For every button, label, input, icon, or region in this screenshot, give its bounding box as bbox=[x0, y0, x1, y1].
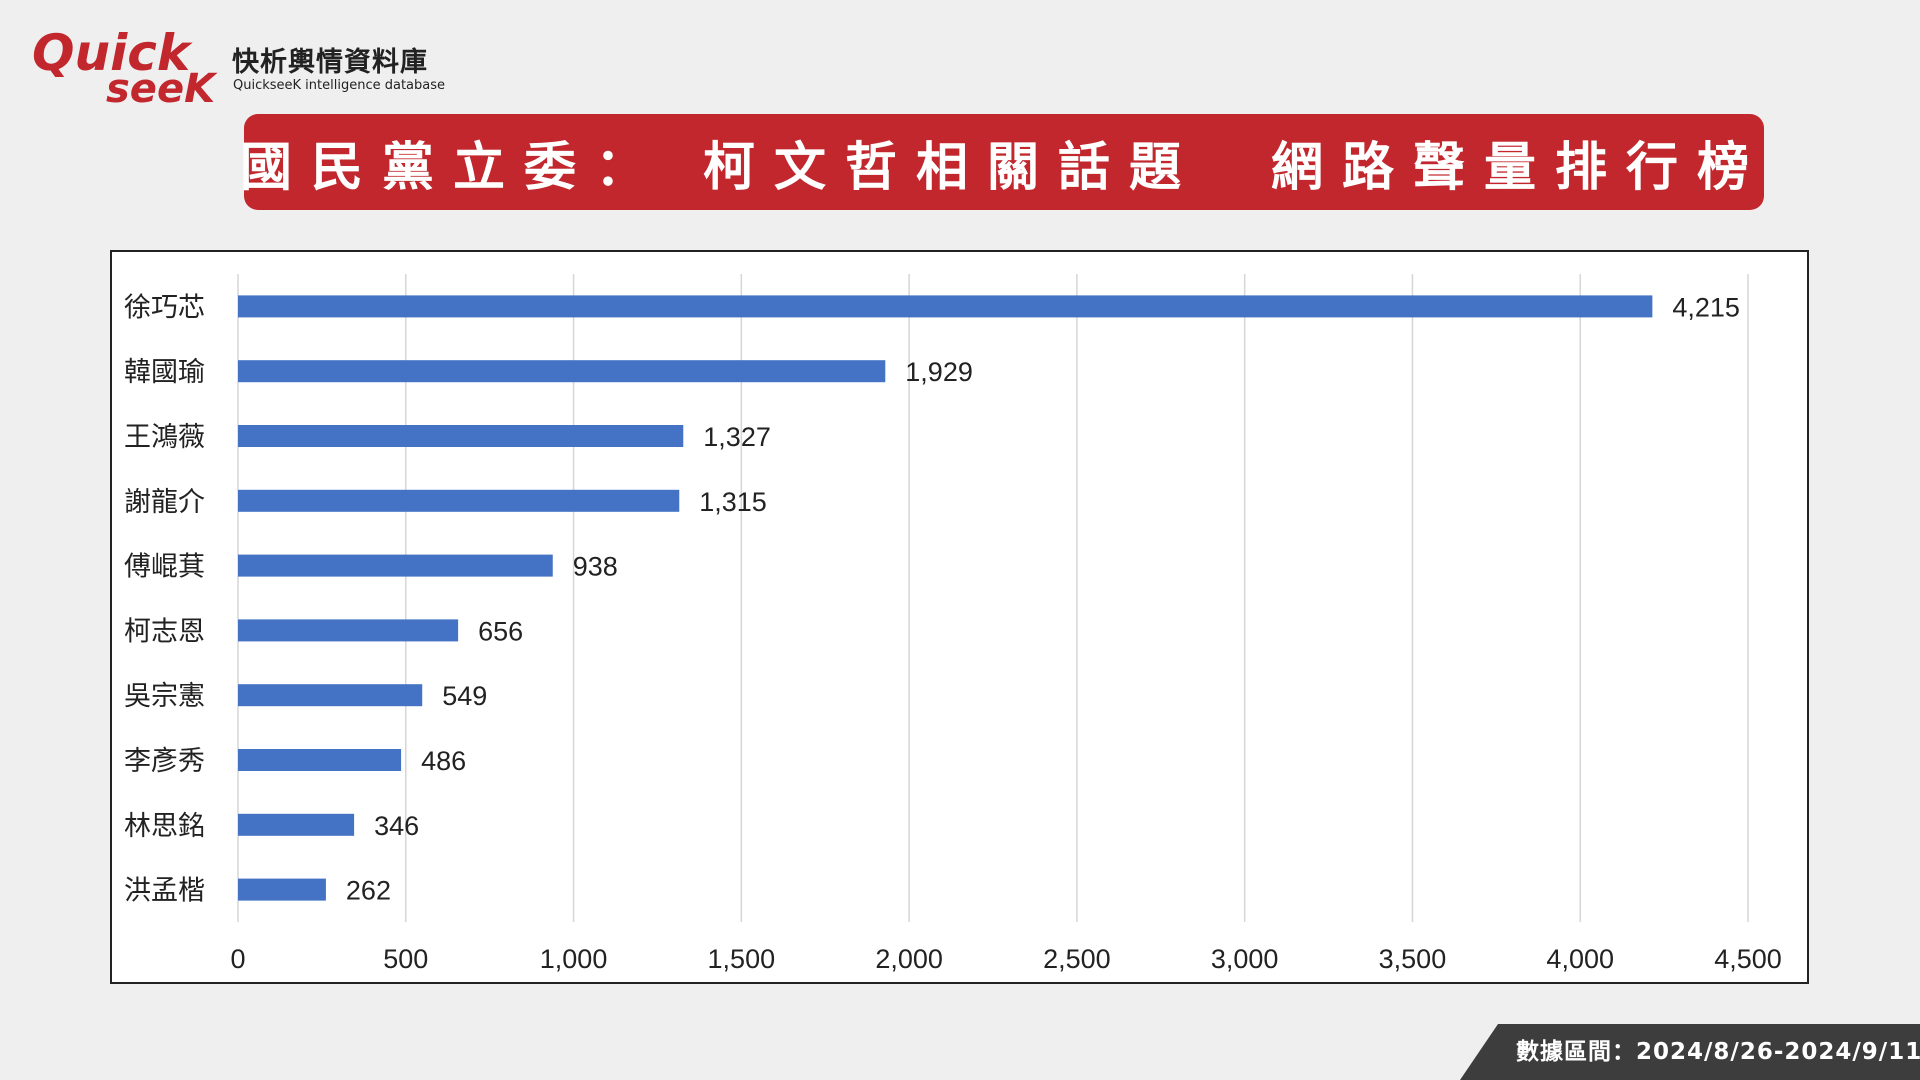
data-label: 1,929 bbox=[905, 357, 973, 387]
data-period: 數據區間：2024/8/26-2024/9/11 bbox=[1516, 1039, 1920, 1065]
data-label: 1,315 bbox=[699, 487, 767, 517]
x-tick-label: 1,500 bbox=[708, 944, 776, 974]
title-banner: 國民黨立委： 柯文哲相關話題 網路聲量排行榜 bbox=[240, 114, 1764, 210]
bar bbox=[238, 425, 684, 447]
data-label: 346 bbox=[374, 811, 419, 841]
footer-tab: 數據區間：2024/8/26-2024/9/11 bbox=[1460, 1024, 1920, 1080]
data-label: 1,327 bbox=[703, 422, 771, 452]
x-tick-label: 0 bbox=[230, 944, 245, 974]
x-tick-label: 2,000 bbox=[875, 944, 943, 974]
bar bbox=[238, 554, 553, 577]
brand-name-en: QuickseeK intelligence database bbox=[233, 78, 446, 93]
category-label: 柯志恩 bbox=[124, 616, 205, 647]
bar bbox=[238, 878, 326, 901]
x-tick-label: 4,000 bbox=[1546, 944, 1614, 974]
page-title: 國民黨立委： 柯文哲相關話題 網路聲量排行榜 bbox=[239, 137, 1769, 198]
bar bbox=[238, 360, 886, 383]
category-label: 林思銘 bbox=[124, 811, 205, 842]
category-label: 韓國瑜 bbox=[124, 357, 205, 388]
x-tick-label: 2,500 bbox=[1043, 944, 1111, 974]
category-label: 王鴻薇 bbox=[124, 422, 205, 453]
chart-frame: 0 500 1,000 1,500 2,000 2,500 3,000 3,500 4,000 4… bbox=[110, 250, 1809, 984]
brand-logo: Quick seeK 快析輿情資料庫 QuickseeK intelligenc… bbox=[30, 18, 450, 108]
data-label: 938 bbox=[573, 552, 618, 582]
data-label: 262 bbox=[346, 876, 391, 906]
x-tick-label: 1,000 bbox=[540, 944, 608, 974]
bar-chart: 0 500 1,000 1,500 2,000 2,500 3,000 3,500 4,000 4… bbox=[124, 274, 1782, 974]
category-label: 徐巧芯 bbox=[124, 292, 205, 323]
x-tick-label: 3,500 bbox=[1379, 944, 1447, 974]
category-label: 謝龍介 bbox=[124, 487, 205, 518]
data-label: 549 bbox=[442, 681, 487, 711]
bar bbox=[238, 749, 402, 771]
category-label: 傅崐萁 bbox=[124, 552, 205, 583]
x-tick-label: 500 bbox=[383, 944, 428, 974]
brand-name-cn: 快析輿情資料庫 bbox=[232, 47, 428, 78]
quickseek-logo-mark: Quick seeK bbox=[32, 24, 218, 108]
category-label: 吳宗憲 bbox=[124, 681, 205, 712]
x-tick-label: 4,500 bbox=[1714, 944, 1782, 974]
bar bbox=[238, 295, 1653, 318]
data-label: 656 bbox=[478, 616, 523, 646]
bar bbox=[238, 619, 459, 642]
logo-word-seek: seeK bbox=[106, 66, 218, 108]
category-label: 李彥秀 bbox=[124, 746, 205, 777]
category-label: 洪孟楷 bbox=[124, 876, 205, 907]
data-label: 486 bbox=[421, 746, 466, 776]
bar bbox=[238, 489, 680, 512]
data-label: 4,215 bbox=[1672, 292, 1740, 322]
bar bbox=[238, 813, 355, 836]
footer-background bbox=[1460, 1024, 1920, 1080]
bar bbox=[238, 684, 423, 707]
logo-word-quick: Quick bbox=[32, 24, 193, 82]
x-tick-label: 3,000 bbox=[1211, 944, 1279, 974]
